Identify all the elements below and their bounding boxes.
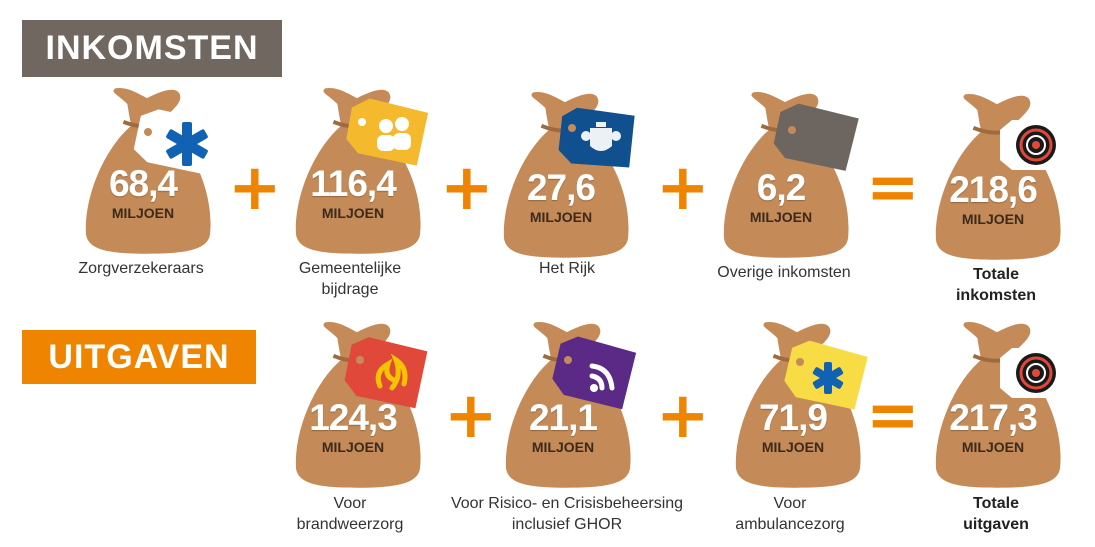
- label-income-total-line1: Totale: [973, 266, 1019, 283]
- plus-operator: +: [656, 379, 710, 453]
- bag-unit: MILJOEN: [961, 439, 1025, 455]
- label-gemeentelijk: Gemeentelijke bijdrage: [230, 258, 470, 300]
- blank-tag-icon: [773, 103, 859, 171]
- label-zorgverzekeraars: Zorgverzekeraars: [78, 260, 204, 277]
- label-gemeentelijk-line1: Gemeentelijke: [298, 260, 402, 277]
- spiral-logo-icon: [1000, 348, 1060, 398]
- bag-unit: MILJOEN: [111, 205, 175, 221]
- flame-icon: [344, 337, 428, 409]
- label-risico: Voor Risico- en Crisisbeheersing inclusi…: [427, 493, 707, 535]
- bag-unit: MILJOEN: [761, 439, 825, 455]
- bag-unit: MILJOEN: [749, 209, 813, 225]
- plus-operator: +: [228, 151, 282, 225]
- label-expense-total-line1: Totale: [973, 495, 1019, 512]
- equals-operator: =: [866, 379, 920, 453]
- spiral-logo-icon: [1000, 120, 1060, 170]
- bag-value: 21,1: [528, 397, 598, 438]
- label-rijk: Het Rijk: [538, 260, 595, 277]
- bag-value: 27,6: [526, 167, 596, 208]
- plus-operator: +: [656, 151, 710, 225]
- expense-section-title: UITGAVEN: [22, 330, 256, 384]
- people-icon: [346, 98, 429, 166]
- star-of-life-icon: [133, 109, 220, 176]
- bag-value: 124,3: [309, 397, 398, 438]
- coat-of-arms-icon: [558, 107, 635, 168]
- label-expense-total: Totale uitgaven: [876, 493, 1095, 535]
- label-ambulance-line2: ambulancezorg: [735, 516, 845, 533]
- bag-unit: MILJOEN: [961, 211, 1025, 227]
- expense-total-bag: 217,3 MILJOEN: [934, 320, 1064, 490]
- expense-bag-ambulance: 71,9 MILJOEN: [734, 320, 864, 490]
- label-brandweer-line2: brandweerzorg: [296, 516, 404, 533]
- income-bag-zorgverzekeraars: 68,4 MILJOEN: [84, 86, 214, 256]
- rss-icon: [552, 336, 637, 410]
- label-income-total-line2: inkomsten: [955, 287, 1036, 304]
- income-bag-rijk: 27,6 MILJOEN: [502, 90, 632, 260]
- label-ambulance: Voor ambulancezorg: [670, 493, 910, 535]
- plus-operator: +: [440, 151, 494, 225]
- bag-value: 218,6: [949, 169, 1038, 210]
- bag-unit: MILJOEN: [529, 209, 593, 225]
- bag-value: 68,4: [108, 163, 178, 204]
- bag-value: 217,3: [949, 397, 1038, 438]
- label-ambulance-line1: Voor: [773, 495, 807, 512]
- bag-value: 116,4: [310, 163, 397, 204]
- bag-unit: MILJOEN: [321, 439, 385, 455]
- bag-value: 71,9: [758, 397, 828, 438]
- expense-bag-brandweer: 124,3 MILJOEN: [294, 320, 424, 490]
- label-income-total: Totale inkomsten: [876, 264, 1095, 306]
- label-risico-line1: Voor Risico- en Crisisbeheersing: [450, 495, 684, 512]
- income-total-bag: 218,6 MILJOEN: [934, 92, 1064, 262]
- label-risico-line2: inclusief GHOR: [511, 516, 623, 533]
- label-brandweer-line1: Voor: [333, 495, 367, 512]
- label-brandweer: Voor brandweerzorg: [230, 493, 470, 535]
- bag-value: 6,2: [756, 167, 806, 208]
- expense-bag-risico: 21,1 MILJOEN: [504, 320, 634, 490]
- asterisk-icon: [784, 340, 868, 410]
- label-gemeentelijk-line2: bijdrage: [321, 281, 379, 298]
- label-overige: Overige inkomsten: [717, 264, 851, 281]
- income-section-title: INKOMSTEN: [22, 20, 282, 77]
- bag-unit: MILJOEN: [321, 205, 385, 221]
- bag-unit: MILJOEN: [531, 439, 595, 455]
- label-expense-total-line2: uitgaven: [963, 516, 1029, 533]
- equals-operator: =: [866, 151, 920, 225]
- plus-operator: +: [444, 379, 498, 453]
